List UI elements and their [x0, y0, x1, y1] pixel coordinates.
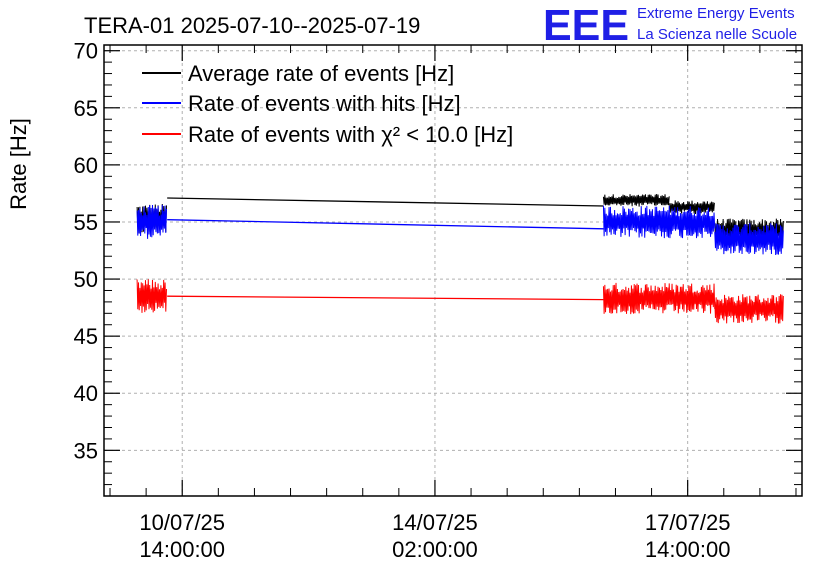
- chart-title: TERA-01 2025-07-10--2025-07-19: [84, 13, 420, 38]
- series-0-segment-2: [669, 200, 715, 214]
- series-2-segment-1: [602, 282, 716, 315]
- eee-logo: EEE Extreme Energy Events La Scienza nel…: [543, 1, 797, 50]
- series-1-segment-0: [136, 204, 167, 239]
- y-tick-label: 40: [74, 381, 98, 406]
- y-axis-label: Rate [Hz]: [6, 118, 31, 210]
- y-tick-label: 35: [74, 438, 98, 463]
- grid: [104, 45, 802, 496]
- y-axis: 35 40 45 50 55 60 65 70: [74, 39, 802, 497]
- series-2-connector-0: [167, 295, 604, 301]
- x-tick-label-date: 17/07/25: [645, 510, 731, 535]
- logo-mark: EEE: [543, 1, 629, 50]
- legend-label-0: Average rate of events [Hz]: [188, 61, 454, 86]
- y-tick-label: 55: [74, 210, 98, 235]
- series-0-segment-1: [602, 193, 670, 207]
- x-tick-label-time: 14:00:00: [645, 537, 731, 562]
- series-2-segment-0: [136, 279, 167, 313]
- x-axis: 10/07/2514:00:0014/07/2502:00:0017/07/25…: [109, 45, 797, 562]
- series-1-segment-1: [602, 205, 716, 239]
- x-tick-label-time: 14:00:00: [139, 537, 225, 562]
- series-1-segment-2: [714, 223, 784, 255]
- y-tick-label: 65: [74, 96, 98, 121]
- plot-series: [136, 193, 784, 324]
- legend-label-2: Rate of events with χ² < 10.0 [Hz]: [188, 122, 513, 147]
- series-1-connector-0: [167, 219, 604, 230]
- legend-label-1: Rate of events with hits [Hz]: [188, 91, 461, 116]
- y-tick-label: 70: [74, 39, 98, 64]
- x-tick-label-date: 10/07/25: [139, 510, 225, 535]
- logo-line-1: Extreme Energy Events: [637, 5, 795, 22]
- series-2-segment-2: [714, 294, 784, 324]
- series-0-connector-0: [167, 197, 604, 207]
- x-tick-label-date: 14/07/25: [392, 510, 478, 535]
- plot-frame: [103, 44, 803, 497]
- x-tick-label-time: 02:00:00: [392, 537, 478, 562]
- y-tick-label: 50: [74, 267, 98, 292]
- y-tick-label: 60: [74, 153, 98, 178]
- logo-line-2: La Scienza nelle Scuole: [637, 26, 797, 43]
- legend: Average rate of events [Hz] Rate of event…: [142, 61, 513, 147]
- y-tick-label: 45: [74, 324, 98, 349]
